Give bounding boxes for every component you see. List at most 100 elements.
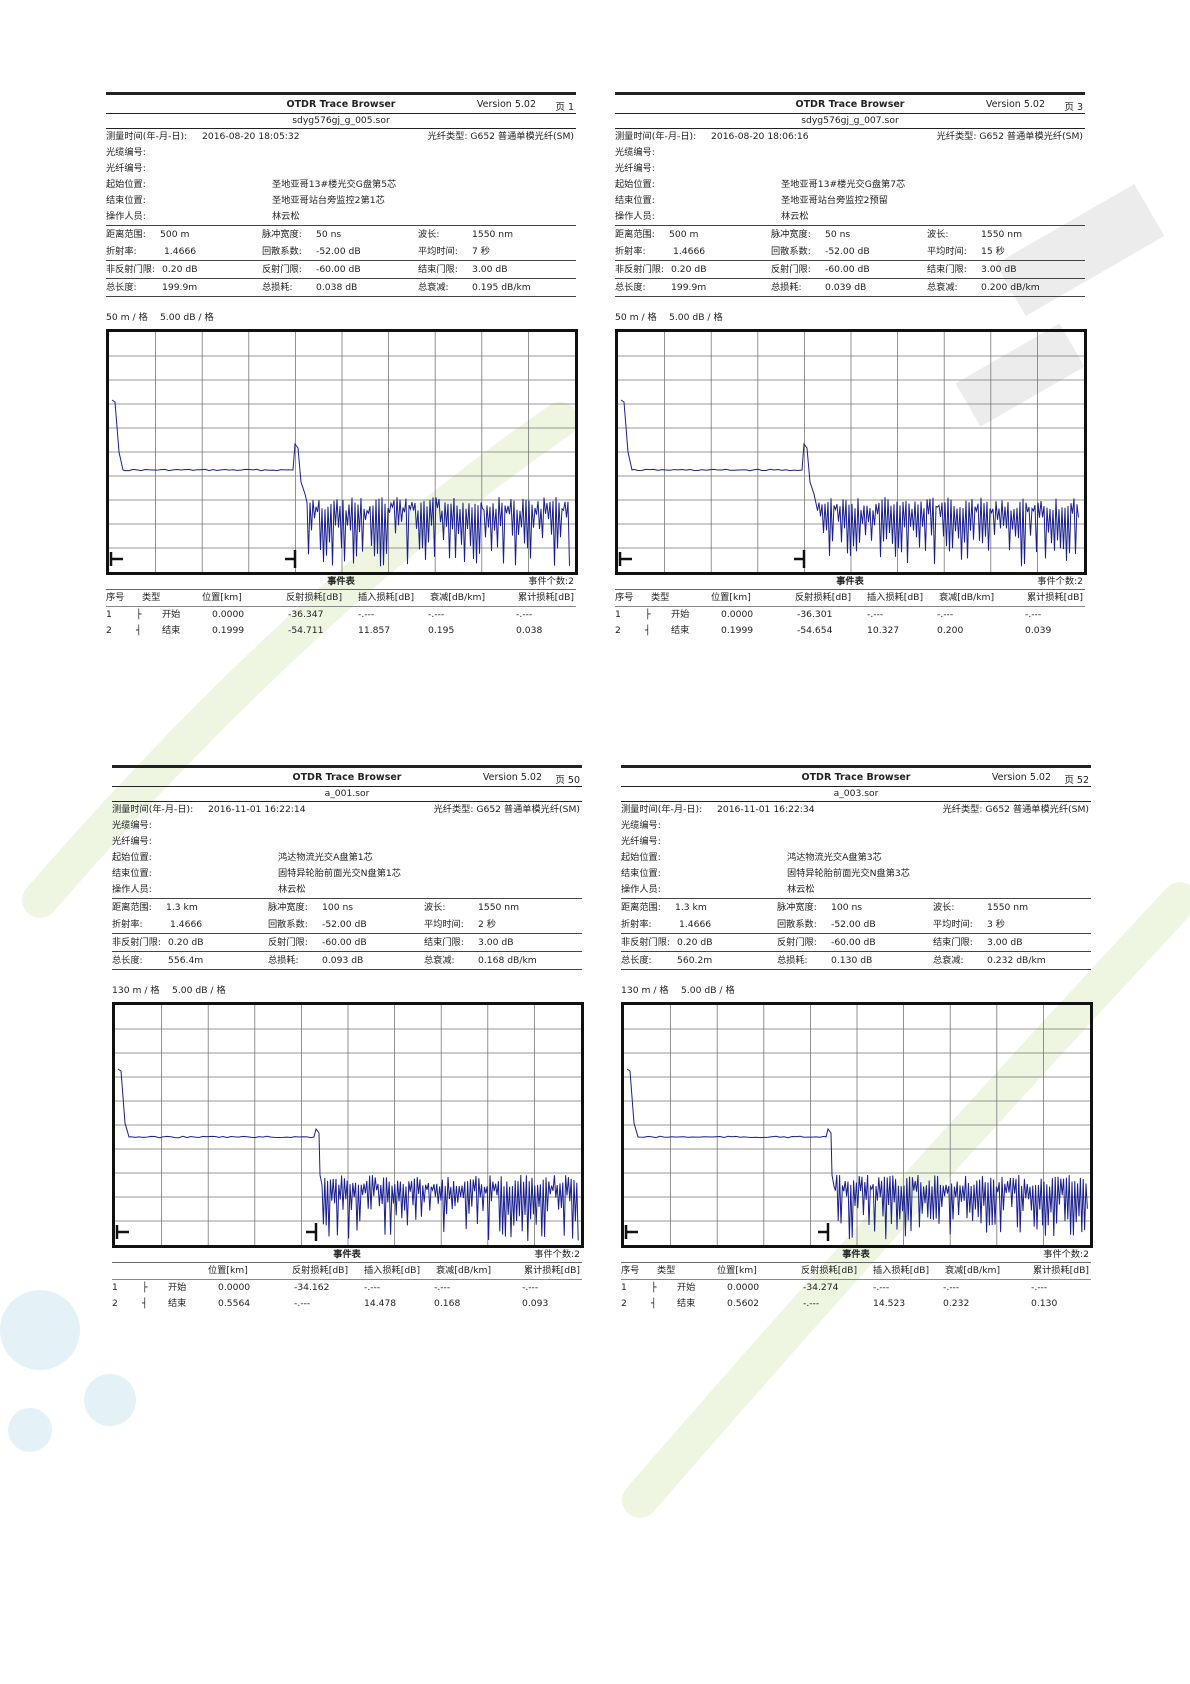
acquisition-params: 距离范围: 1.3 km 脉冲宽度: 100 ns 波长: 1550 nm 折射… — [112, 899, 582, 934]
event-no: 2 — [112, 1298, 118, 1309]
threshold-params: 非反射门限: 0.20 dB 反射门限: -60.00 dB 结束门限: 3.0… — [106, 261, 576, 279]
otdr-report-panel: OTDR Trace Browser Version 5.02 页 50 a_0… — [112, 765, 584, 1312]
nonref-threshold-value: 0.20 dB — [671, 264, 707, 275]
label-total-loss: 总损耗: — [771, 282, 802, 293]
label-range: 距离范围: — [615, 229, 655, 240]
label-ior: 折射率: — [112, 919, 143, 930]
acquisition-params: 距离范围: 1.3 km 脉冲宽度: 100 ns 波长: 1550 nm 折射… — [621, 899, 1091, 934]
label-start-pos: 起始位置: — [112, 852, 152, 863]
fiber-type: 光纤类型: G652 普通单模光纤(SM) — [937, 129, 1083, 145]
trace-svg — [618, 332, 1084, 572]
y-scale-label: 5.00 dB / 格 — [160, 312, 214, 323]
event-row: 1 ├ 开始 0.0000 -34.162 -.--- -.--- -.--- — [112, 1280, 582, 1296]
col-cumulative: 累计损耗[dB] — [523, 1265, 580, 1276]
event-insertion: -.--- — [358, 609, 375, 620]
label-pulse: 脉冲宽度: — [268, 902, 308, 913]
fiber-type: 光纤类型: G652 普通单模光纤(SM) — [434, 802, 580, 818]
col-reflectance: 反射损耗[dB] — [292, 1265, 349, 1276]
label-avg-time: 平均时间: — [927, 246, 967, 257]
total-loss-value: 0.093 dB — [322, 955, 364, 966]
start-position: 圣地亚哥13#楼光交G盘第7芯 — [781, 179, 906, 190]
label-total-length: 总长度: — [112, 955, 143, 966]
event-no: 1 — [106, 609, 112, 620]
label-measure-time: 测量时间(年-月-日): — [106, 131, 188, 142]
end-position: 圣地亚哥站台旁监控2预留 — [781, 195, 888, 206]
label-backscatter: 回散系数: — [268, 919, 308, 930]
event-reflectance: -36.347 — [288, 609, 324, 620]
acquisition-params: 距离范围: 500 m 脉冲宽度: 50 ns 波长: 1550 nm 折射率:… — [106, 226, 576, 261]
event-table-title: 事件表 — [333, 1249, 361, 1260]
col-type: 类型 — [657, 1265, 676, 1276]
label-measure-time: 测量时间(年-月-日): — [621, 804, 703, 815]
threshold-params: 非反射门限: 0.20 dB 反射门限: -60.00 dB 结束门限: 3.0… — [112, 934, 582, 952]
event-position: 0.0000 — [721, 609, 754, 620]
pulse-value: 100 ns — [322, 902, 354, 913]
event-count: 事件个数:2 — [1043, 1249, 1089, 1260]
avg-time-value: 15 秒 — [981, 246, 1005, 257]
event-cumulative: 0.038 — [516, 625, 543, 636]
ior-value: 1.4666 — [170, 919, 203, 930]
event-type: 开始 — [168, 1282, 187, 1293]
event-count: 事件个数:2 — [534, 1249, 580, 1260]
label-total-loss: 总损耗: — [262, 282, 293, 293]
label-fiber-no: 光纤编号: — [106, 163, 146, 174]
start-event-icon: ├ — [142, 1282, 148, 1293]
nonref-threshold-value: 0.20 dB — [168, 937, 204, 948]
ref-threshold-value: -60.00 dB — [322, 937, 367, 948]
label-ior: 折射率: — [615, 246, 646, 257]
page-number: 页 3 — [1064, 102, 1083, 113]
event-reflectance: -34.274 — [803, 1282, 839, 1293]
col-insertion: 插入损耗[dB] — [867, 592, 924, 603]
event-table-header: 事件表 事件个数:2 — [106, 575, 576, 590]
event-no: 2 — [106, 625, 112, 636]
version-label: Version 5.02 — [985, 99, 1045, 110]
event-columns: 序号 类型 位置[km] 反射损耗[dB] 插入损耗[dB] 衰减[dB/km]… — [615, 590, 1085, 607]
otdr-report-panel: OTDR Trace Browser Version 5.02 页 1 sdyg… — [106, 92, 578, 639]
start-position: 圣地亚哥13#楼光交G盘第5芯 — [272, 179, 397, 190]
otdr-trace-plot — [112, 1002, 584, 1248]
report-header: OTDR Trace Browser Version 5.02 页 52 — [621, 768, 1091, 787]
event-type: 开始 — [677, 1282, 696, 1293]
event-no: 1 — [615, 609, 621, 620]
event-row: 2 ┤ 结束 0.1999 -54.711 11.857 0.195 0.038 — [106, 623, 576, 639]
col-attenuation: 衰减[dB/km] — [939, 592, 995, 603]
label-operator: 操作人员: — [106, 211, 146, 222]
start-marker-icon — [109, 552, 123, 566]
end-threshold-value: 3.00 dB — [472, 264, 508, 275]
otdr-trace-plot — [106, 329, 578, 575]
file-name: sdyg576gj_g_005.sor — [106, 114, 576, 129]
label-nonref-threshold: 非反射门限: — [112, 937, 162, 948]
label-end-threshold: 结束门限: — [933, 937, 973, 948]
y-scale-label: 5.00 dB / 格 — [669, 312, 723, 323]
label-cable-no: 光缆编号: — [615, 147, 655, 158]
report-header: OTDR Trace Browser Version 5.02 页 1 — [106, 95, 576, 114]
label-measure-time: 测量时间(年-月-日): — [112, 804, 194, 815]
nonref-threshold-value: 0.20 dB — [162, 264, 198, 275]
fiber-type-value: G652 普通单模光纤(SM) — [985, 804, 1089, 815]
event-no: 2 — [615, 625, 621, 636]
summary-params: 总长度: 560.2m 总损耗: 0.130 dB 总衰减: 0.232 dB/… — [621, 952, 1091, 970]
start-event-icon: ├ — [651, 1282, 657, 1293]
col-type: 类型 — [142, 592, 161, 603]
label-range: 距离范围: — [106, 229, 146, 240]
event-insertion: 14.523 — [873, 1298, 906, 1309]
label-total-length: 总长度: — [615, 282, 646, 293]
event-attenuation: -.--- — [937, 609, 954, 620]
col-cumulative: 累计损耗[dB] — [1032, 1265, 1089, 1276]
event-attenuation: 0.200 — [937, 625, 964, 636]
col-cumulative: 累计损耗[dB] — [1026, 592, 1083, 603]
event-no: 1 — [112, 1282, 118, 1293]
ior-value: 1.4666 — [679, 919, 712, 930]
event-insertion: -.--- — [873, 1282, 890, 1293]
fiber-type-value: G652 普通单模光纤(SM) — [979, 131, 1083, 142]
wavelength-value: 1550 nm — [478, 902, 520, 913]
fiber-type-value: G652 普通单模光纤(SM) — [476, 804, 580, 815]
plot-scale: 50 m / 格 5.00 dB / 格 — [106, 311, 576, 325]
version-label: Version 5.02 — [991, 772, 1051, 783]
ref-threshold-value: -60.00 dB — [825, 264, 870, 275]
label-total-length: 总长度: — [106, 282, 137, 293]
range-value: 500 m — [669, 229, 699, 240]
event-insertion: 11.857 — [358, 625, 391, 636]
end-event-icon: ┤ — [651, 1298, 657, 1309]
total-length-value: 560.2m — [677, 955, 713, 966]
